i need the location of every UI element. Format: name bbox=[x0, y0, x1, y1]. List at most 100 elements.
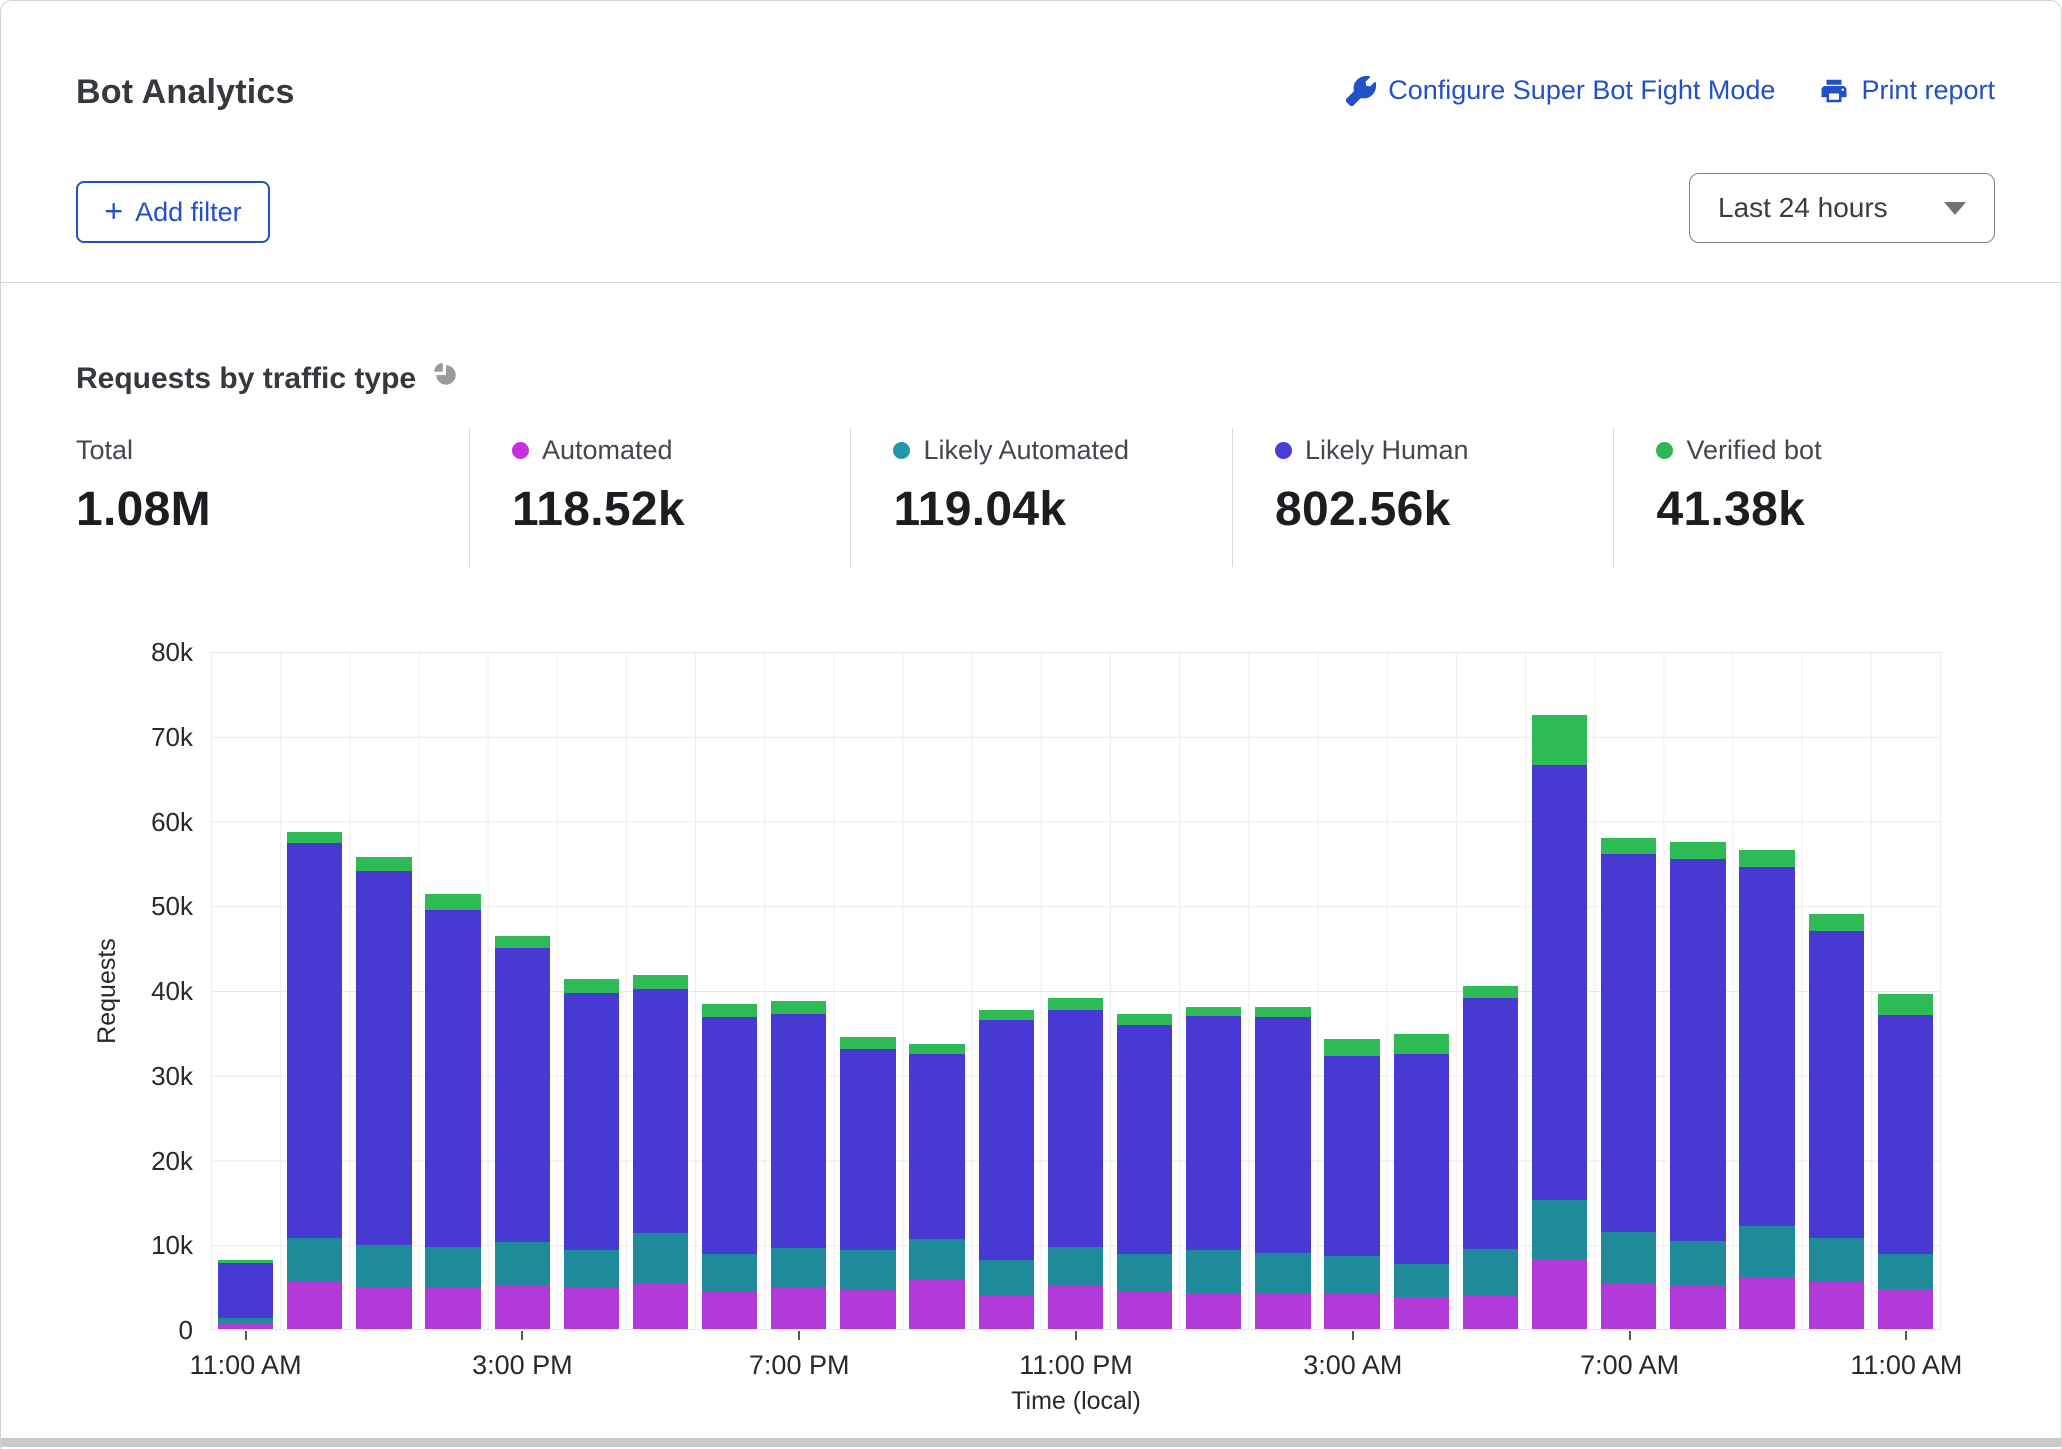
segment-likely-automated bbox=[1255, 1253, 1310, 1293]
stacked-bar bbox=[1186, 1007, 1241, 1329]
legend-dot-icon bbox=[1275, 442, 1292, 459]
bar-5-00-am[interactable] bbox=[1456, 652, 1525, 1329]
segment-automated bbox=[1324, 1294, 1379, 1329]
bot-analytics-card: Bot Analytics Configure Super Bot Fight … bbox=[0, 0, 2062, 1450]
bar-11-00-pm[interactable] bbox=[1041, 652, 1110, 1329]
segment-automated bbox=[771, 1287, 826, 1329]
bottom-divider bbox=[1, 1438, 2061, 1447]
stat-likely-automated[interactable]: Likely Automated119.04k bbox=[850, 429, 1232, 567]
bar-6-00-pm[interactable] bbox=[695, 652, 764, 1329]
bar-11-00-am[interactable] bbox=[1871, 652, 1940, 1329]
segment-likely-automated bbox=[1117, 1254, 1172, 1291]
segment-likely-automated bbox=[1048, 1247, 1103, 1286]
segment-automated bbox=[1255, 1293, 1310, 1329]
bar-4-00-am[interactable] bbox=[1387, 652, 1456, 1329]
stat-value: 41.38k bbox=[1656, 482, 1995, 537]
print-report-link[interactable]: Print report bbox=[1819, 75, 1995, 106]
segment-automated bbox=[1048, 1286, 1103, 1329]
x-tick-mark bbox=[1352, 1331, 1354, 1340]
segment-verified-bot bbox=[1532, 715, 1587, 766]
bar-3-00-am[interactable] bbox=[1318, 652, 1387, 1329]
add-filter-button[interactable]: + Add filter bbox=[76, 181, 270, 243]
stat-total[interactable]: Total1.08M bbox=[76, 429, 469, 567]
segment-likely-human bbox=[1878, 1015, 1933, 1254]
stacked-bar bbox=[1601, 838, 1656, 1330]
x-tick-label: 3:00 PM bbox=[472, 1350, 573, 1381]
segment-verified-bot bbox=[564, 979, 619, 993]
bar-7-00-am[interactable] bbox=[1594, 652, 1663, 1329]
segment-automated bbox=[495, 1285, 550, 1329]
bar-10-00-pm[interactable] bbox=[972, 652, 1041, 1329]
stacked-bar bbox=[840, 1037, 895, 1329]
x-tick-label: 7:00 AM bbox=[1580, 1350, 1679, 1381]
segment-likely-automated bbox=[771, 1248, 826, 1288]
stacked-bar bbox=[1048, 998, 1103, 1329]
bar-12-00-pm[interactable] bbox=[280, 652, 349, 1329]
print-link-label: Print report bbox=[1861, 75, 1995, 106]
segment-verified-bot bbox=[909, 1044, 964, 1054]
bar-7-00-pm[interactable] bbox=[764, 652, 833, 1329]
segment-likely-human bbox=[702, 1017, 757, 1253]
requests-stacked-bar-chart bbox=[211, 652, 1941, 1330]
section-title: Requests by traffic type bbox=[76, 361, 460, 397]
bar-8-00-am[interactable] bbox=[1663, 652, 1732, 1329]
segment-likely-human bbox=[218, 1263, 273, 1318]
segment-likely-human bbox=[1601, 854, 1656, 1231]
stat-value: 119.04k bbox=[893, 482, 1232, 537]
bar-11-00-am[interactable] bbox=[211, 652, 280, 1329]
wrench-icon bbox=[1346, 76, 1376, 106]
x-tick-label: 7:00 PM bbox=[749, 1350, 850, 1381]
bar-2-00-pm[interactable] bbox=[418, 652, 487, 1329]
segment-likely-human bbox=[425, 910, 480, 1246]
stat-likely-human[interactable]: Likely Human802.56k bbox=[1232, 429, 1614, 567]
segment-likely-human bbox=[1186, 1016, 1241, 1250]
segment-verified-bot bbox=[1878, 994, 1933, 1015]
segment-automated bbox=[1532, 1259, 1587, 1329]
x-tick-label: 3:00 AM bbox=[1303, 1350, 1402, 1381]
segment-likely-human bbox=[840, 1049, 895, 1250]
segment-verified-bot bbox=[840, 1037, 895, 1049]
bar-3-00-pm[interactable] bbox=[488, 652, 557, 1329]
segment-automated bbox=[564, 1288, 619, 1329]
bar-10-00-am[interactable] bbox=[1802, 652, 1871, 1329]
y-tick-label: 60k bbox=[1, 809, 193, 835]
time-range-select[interactable]: Last 24 hours bbox=[1689, 173, 1995, 243]
bar-9-00-am[interactable] bbox=[1732, 652, 1801, 1329]
bar-9-00-pm[interactable] bbox=[903, 652, 972, 1329]
segment-verified-bot bbox=[425, 894, 480, 910]
stat-automated[interactable]: Automated118.52k bbox=[469, 429, 851, 567]
segment-likely-human bbox=[1255, 1017, 1310, 1253]
bar-6-00-am[interactable] bbox=[1525, 652, 1594, 1329]
bar-5-00-pm[interactable] bbox=[626, 652, 695, 1329]
stat-label: Automated bbox=[542, 435, 673, 466]
segment-automated bbox=[840, 1290, 895, 1329]
bar-1-00-am[interactable] bbox=[1179, 652, 1248, 1329]
stat-verified-bot[interactable]: Verified bot 41.38k bbox=[1613, 429, 1995, 567]
stat-label: Verified bot bbox=[1686, 435, 1821, 466]
bar-4-00-pm[interactable] bbox=[557, 652, 626, 1329]
segment-verified-bot bbox=[771, 1001, 826, 1014]
segment-automated bbox=[356, 1287, 411, 1329]
stacked-bar bbox=[1739, 850, 1794, 1329]
bar-1-00-pm[interactable] bbox=[349, 652, 418, 1329]
stacked-bar bbox=[1670, 842, 1725, 1329]
segment-likely-automated bbox=[1186, 1250, 1241, 1293]
plus-icon: + bbox=[104, 195, 123, 227]
y-tick-label: 10k bbox=[1, 1232, 193, 1258]
bar-12-00-am[interactable] bbox=[1110, 652, 1179, 1329]
segment-verified-bot bbox=[979, 1010, 1034, 1020]
bar-8-00-pm[interactable] bbox=[833, 652, 902, 1329]
stacked-bar bbox=[702, 1004, 757, 1329]
segment-verified-bot bbox=[356, 857, 411, 871]
chevron-down-icon bbox=[1944, 202, 1966, 215]
segment-likely-human bbox=[1324, 1056, 1379, 1256]
segment-verified-bot bbox=[1670, 842, 1725, 859]
segment-likely-human bbox=[1670, 859, 1725, 1241]
segment-verified-bot bbox=[1048, 998, 1103, 1010]
bar-2-00-am[interactable] bbox=[1248, 652, 1317, 1329]
segment-automated bbox=[1878, 1289, 1933, 1329]
segment-automated bbox=[1394, 1297, 1449, 1329]
y-tick-label: 20k bbox=[1, 1148, 193, 1174]
segment-likely-human bbox=[356, 871, 411, 1245]
configure-super-bot-fight-mode-link[interactable]: Configure Super Bot Fight Mode bbox=[1346, 75, 1775, 106]
